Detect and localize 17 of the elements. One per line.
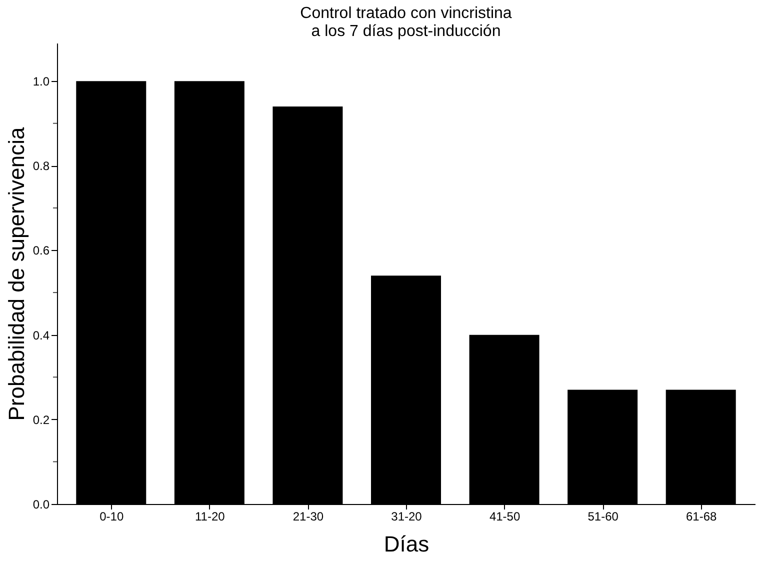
x-tick-label: 11-20 [195,510,226,524]
x-tick-label: 21-30 [292,510,324,524]
x-tick-label: 61-68 [686,510,718,524]
y-axis-title: Probabilidad de supervivencia [4,126,29,421]
x-tick-label: 0-10 [100,510,124,524]
x-tick-label: 51-60 [588,510,619,524]
x-tick-label: 41-50 [489,510,520,524]
y-tick-label: 0.0 [32,498,50,512]
x-axis-title: Días [384,532,430,556]
x-tick-label: 31-20 [391,510,422,524]
y-tick-label: 0.8 [32,159,50,174]
y-tick-label: 0.4 [32,328,50,342]
y-tick-label: 0.6 [32,244,50,258]
text: Control tratado con vincristina [300,5,512,22]
text: a los 7 días post-inducción [311,23,501,40]
y-tick-label: 0.2 [32,412,50,427]
y-tick-label: 1.0 [32,74,50,89]
